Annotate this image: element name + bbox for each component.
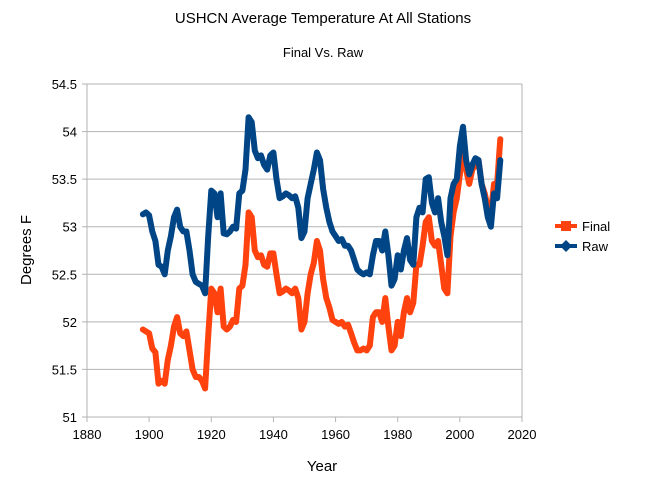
y-tick-label: 52.5 [52, 267, 77, 282]
series-line-raw [139, 114, 504, 297]
legend-label: Final [582, 219, 610, 234]
chart-title: USHCN Average Temperature At All Station… [175, 10, 471, 27]
legend-label: Raw [582, 239, 609, 254]
x-tick-label: 1920 [197, 427, 226, 442]
legend: Final Raw [555, 219, 610, 254]
x-tick-label: 2000 [445, 427, 474, 442]
x-tick-label: 1960 [321, 427, 350, 442]
y-tick-label: 51.5 [52, 362, 77, 377]
y-tick-label: 54 [63, 125, 77, 140]
x-axis-label: Year [307, 458, 337, 475]
y-tick-label: 54.5 [52, 77, 77, 92]
y-tick-label: 53 [63, 220, 77, 235]
chart-subtitle: Final Vs. Raw [283, 45, 364, 60]
y-axis-label: Degrees F [18, 215, 35, 285]
legend-square-marker [561, 221, 571, 231]
x-tick-label: 1880 [73, 427, 102, 442]
y-tick-label: 52 [63, 315, 77, 330]
legend-diamond-marker [560, 240, 572, 252]
x-tick-label: 1980 [383, 427, 412, 442]
grid [82, 83, 523, 422]
y-tick-label: 51 [63, 410, 77, 425]
y-axis-ticks: 51 51.5 52 52.5 53 53.5 54 54.5 [52, 77, 77, 425]
x-axis-ticks: 1880 1900 1920 1940 1960 1980 2000 2020 [73, 427, 537, 442]
series-line-final [139, 136, 504, 392]
x-tick-label: 1900 [135, 427, 164, 442]
x-tick-label: 1940 [259, 427, 288, 442]
x-tick-label: 2020 [508, 427, 537, 442]
y-tick-label: 53.5 [52, 172, 77, 187]
series-lines [139, 114, 504, 392]
